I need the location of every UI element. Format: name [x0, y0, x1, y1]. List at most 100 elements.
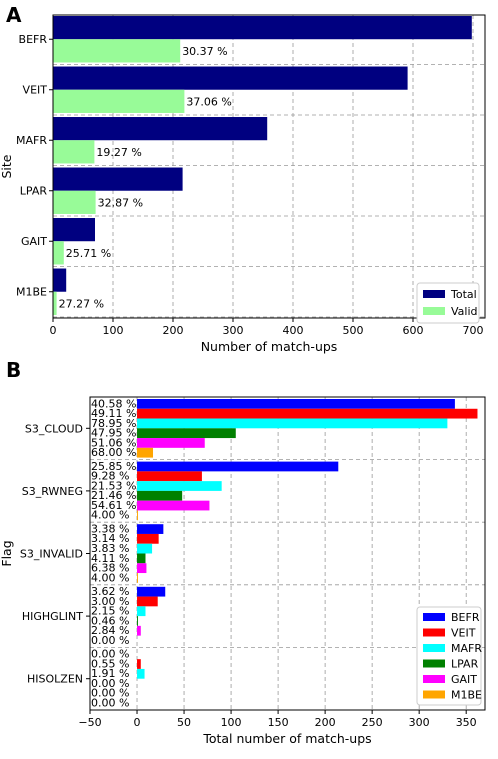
panel-a-bar-total-mafr [53, 117, 268, 141]
panel-b-legend-label-lpar: LPAR [451, 658, 479, 671]
panel-b-legend-label-befr: BEFR [451, 611, 480, 624]
panel-b-bar-s3_invalid-befr [137, 524, 164, 534]
panel-a-bar-total-befr [53, 16, 472, 40]
panel-a-x-tick-label-300: 300 [223, 324, 244, 337]
panel-a-x-tick-label-500: 500 [343, 324, 364, 337]
panel-b-percent-label-s3_cloud-m1be: 68.00 % [91, 446, 136, 459]
panel-b-x-axis-label: Total number of match-ups [202, 731, 371, 746]
panel-b-x-ticks: −50 0 50 100 150 200 250 300 350 [78, 710, 477, 729]
panel-b-x-tick-label--50: −50 [78, 716, 101, 729]
panel-b-percent-label-s3_cloud-mafr: 78.95 % [91, 417, 136, 430]
panel-a-y-tick-label-befr: BEFR [19, 33, 48, 46]
panel-a-y-tick-label-veit: VEIT [23, 84, 48, 97]
panel-b-legend-swatch-befr [423, 613, 445, 621]
panel-a-letter: A [6, 3, 22, 27]
panel-a-bar-total-gait [53, 218, 95, 242]
panel-b-bar-s3_rwneg-befr [137, 461, 339, 472]
panel-a-y-tick-label-mafr: MAFR [16, 134, 47, 147]
panel-a-bar-total-veit [53, 66, 408, 90]
panel-a-legend-label-valid: Valid [451, 305, 478, 318]
panel-b-legend: BEFR VEIT MAFR LPAR GAIT M1BE [416, 606, 482, 706]
panel-a-y-tick-label-lpar: LPAR [20, 185, 48, 198]
panel-b-percent-label-hisolzen-m1be: 0.00 % [91, 697, 129, 710]
panel-b-percent-label-hisolzen-lpar: 0.00 % [91, 677, 129, 690]
panel-a-legend-swatch-total [423, 290, 445, 298]
panel-b-percent-label-hisolzen-veit: 0.55 % [91, 657, 129, 670]
panel-b-y-tick-label-s3_cloud: S3_CLOUD [25, 422, 83, 435]
panel-b-y-ticks: S3_CLOUD S3_RWNEG S3_INVALID HIGHGLINT HISOL… [20, 422, 90, 686]
panel-a-x-tick-label-200: 200 [163, 324, 184, 337]
panel-a-y-ticks: BEFR VEIT MAFR LPAR GAIT M1BE [16, 33, 53, 299]
panel-b-percent-label-highglint-lpar: 0.46 % [91, 614, 129, 627]
panel-a-y-axis-label: Site [0, 154, 14, 178]
panel-b-legend-swatch-m1be [423, 690, 445, 699]
panel-b-y-tick-label-s3_invalid: S3_INVALID [20, 548, 83, 561]
panel-b-bar-s3_invalid-m1be [137, 573, 138, 583]
panel-b-x-tick-label-100: 100 [221, 716, 242, 729]
panel-b-legend-swatch-veit [423, 628, 445, 637]
panel-a-percent-label-m1be: 27.27 % [59, 297, 104, 310]
panel-b-bar-s3_cloud-mafr [137, 418, 448, 429]
panel-a-legend: Total Valid [416, 282, 480, 324]
panel-b-legend-label-gait: GAIT [451, 673, 477, 686]
panel-a-bar-valid-befr [53, 39, 181, 63]
panel-b-percent-label-s3_invalid-lpar: 4.11 % [91, 552, 129, 565]
panel-b-bar-highglint-mafr [137, 606, 146, 617]
panel-a-percent-label-gait: 25.71 % [66, 247, 111, 260]
panel-a-bar-total-lpar [53, 167, 183, 191]
panel-b-bar-s3_rwneg-mafr [137, 481, 222, 491]
panel-b-bar-s3_cloud-gait [137, 438, 205, 448]
panel-a-bar-total-m1be [53, 268, 67, 292]
panel-b-percent-label-hisolzen-mafr: 1.91 % [91, 667, 129, 680]
panel-a-y-tick-label-m1be: M1BE [16, 286, 47, 299]
panel-b-legend-swatch-lpar [423, 659, 445, 668]
panel-b-percent-label-s3_rwneg-befr: 25.85 % [91, 460, 136, 473]
panel-b-y-tick-label-highglint: HIGHGLINT [22, 610, 83, 623]
panel-a-bar-valid-veit [53, 89, 185, 113]
panel-b-y-tick-label-s3_rwneg: S3_RWNEG [22, 485, 83, 498]
panel-b-percent-label-s3_invalid-gait: 6.38 % [91, 562, 129, 575]
panel-b-percent-label-s3_rwneg-mafr: 21.53 % [91, 479, 136, 492]
panel-b-percent-label-s3_rwneg-m1be: 4.00 % [91, 509, 129, 522]
panel-b-bar-highglint-gait [137, 625, 141, 636]
panel-a-bars [53, 16, 472, 315]
panel-a-legend-swatch-valid [423, 307, 445, 315]
panel-b-percent-label-highglint-m1be: 0.00 % [91, 634, 129, 647]
panel-b-legend-label-veit: VEIT [451, 627, 476, 640]
panel-a-percent-label-veit: 37.06 % [186, 95, 231, 108]
panel-a-x-tick-label-400: 400 [283, 324, 304, 337]
panel-b-bar-s3_invalid-veit [137, 533, 159, 544]
panel-b-legend-label-mafr: MAFR [451, 642, 482, 655]
panel-a: A 30.37 % 37.06 % 19.27 % 32.87 % 25.71 % 27.… [0, 3, 486, 354]
panel-b-percent-label-highglint-veit: 3.00 % [91, 595, 129, 608]
panel-b-bars [137, 399, 478, 679]
panel-b-bar-s3_rwneg-lpar [137, 490, 183, 501]
panel-b-legend-label-m1be: M1BE [451, 689, 482, 702]
panel-a-frame [52, 14, 486, 319]
panel-a-x-tick-label-100: 100 [103, 324, 124, 337]
panel-b-percent-label-s3_invalid-mafr: 3.83 % [91, 542, 129, 555]
panel-b-percent-label-hisolzen-gait: 0.00 % [91, 687, 129, 700]
panel-b-percent-label-s3_cloud-veit: 49.11 % [91, 407, 136, 420]
panel-b-bar-highglint-veit [137, 596, 158, 607]
panel-a-x-tick-label-0: 0 [50, 324, 57, 337]
panel-b-bar-s3_cloud-veit [137, 408, 478, 419]
panel-b-x-tick-label-0: 0 [134, 716, 141, 729]
panel-b-bar-s3_rwneg-gait [137, 500, 210, 511]
panel-b-x-tick-label-200: 200 [315, 716, 336, 729]
panel-b-percent-label-s3_rwneg-gait: 54.61 % [91, 499, 136, 512]
panel-b-y-axis-label: Flag [0, 540, 14, 566]
panel-b-bar-s3_cloud-m1be [137, 447, 154, 458]
panel-a-legend-label-total: Total [450, 288, 477, 301]
panel-b-percent-label-highglint-gait: 2.84 % [91, 624, 129, 637]
panel-b-bar-hisolzen-mafr [137, 668, 145, 679]
panel-b-percent-label-highglint-befr: 3.62 % [91, 585, 129, 598]
panel-b-percent-label-s3_cloud-gait: 51.06 % [91, 436, 136, 449]
panel-a-bar-valid-lpar [53, 190, 96, 214]
panel-b-legend-swatch-gait [423, 675, 445, 683]
panel-b-bar-s3_invalid-gait [137, 563, 147, 574]
panel-b-percent-label-highglint-mafr: 2.15 % [91, 605, 129, 618]
panel-a-bar-valid-mafr [53, 140, 95, 164]
panel-a-grid [52, 15, 485, 318]
panel-b-bar-s3_cloud-befr [137, 399, 455, 409]
